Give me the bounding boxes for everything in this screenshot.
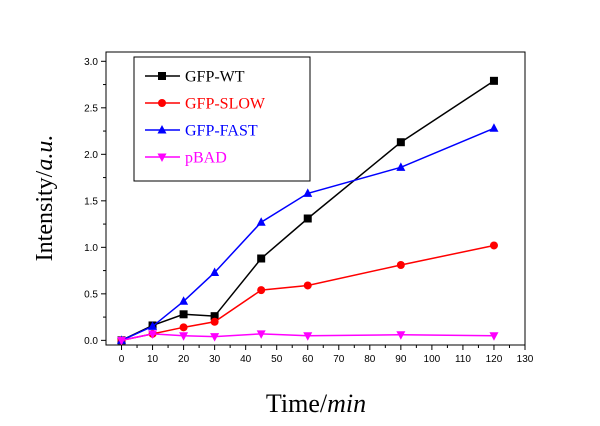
- y-axis-title: Intensity/a.u.: [32, 135, 58, 262]
- data-point-gfp-slow: [396, 261, 405, 270]
- data-point-gfp-fast: [396, 162, 406, 171]
- data-point-gfp-fast: [303, 188, 313, 197]
- y-tick-label: 2.0: [84, 150, 98, 161]
- data-point-pbad: [489, 332, 499, 341]
- x-tick-label: 70: [333, 354, 345, 365]
- x-tick-label: 30: [209, 354, 221, 365]
- x-tick-label: 80: [364, 354, 376, 365]
- legend-item-gfp-wt: GFP-WT: [145, 69, 245, 86]
- legend-item-gfp-slow: GFP-SLOW: [145, 96, 266, 113]
- x-tick-label: 0: [119, 354, 125, 365]
- series-line-gfp-fast: [121, 127, 495, 342]
- series-gfp-slow: [117, 241, 498, 345]
- legend-marker: [158, 72, 166, 80]
- x-axis-title-unit: min: [327, 389, 366, 418]
- data-point-gfp-fast: [256, 217, 266, 226]
- y-axis-title-main: Intensity/: [32, 170, 58, 261]
- x-tick-label: 100: [424, 354, 441, 365]
- x-tick-label: 10: [147, 354, 159, 365]
- x-tick-label: 120: [486, 354, 503, 365]
- data-point-gfp-slow: [489, 241, 498, 250]
- data-point-gfp-slow: [303, 281, 312, 290]
- y-tick-label: 0.5: [84, 289, 98, 300]
- y-tick-label: 1.0: [84, 243, 98, 254]
- series-line-pbad: [121, 333, 494, 342]
- legend-item-pbad: pBAD: [145, 150, 227, 167]
- x-axis-title-main: Time/: [266, 389, 328, 418]
- data-point-gfp-fast: [179, 296, 189, 305]
- legend-label: pBAD: [185, 150, 227, 167]
- x-axis-title: Time/min: [266, 389, 366, 418]
- y-tick-label: 1.5: [84, 196, 98, 207]
- data-point-gfp-slow: [179, 323, 188, 332]
- y-tick-label: 3.0: [84, 57, 98, 68]
- legend-marker: [157, 125, 167, 134]
- legend-marker: [157, 153, 167, 162]
- series-lines: [117, 76, 499, 346]
- data-point-gfp-wt: [489, 76, 498, 85]
- data-point-pbad: [303, 332, 313, 341]
- data-point-gfp-slow: [210, 317, 219, 326]
- data-point-pbad: [148, 330, 158, 339]
- x-tick-label: 130: [517, 354, 534, 365]
- data-point-gfp-wt: [303, 214, 312, 223]
- data-point-pbad: [179, 332, 189, 341]
- data-point-gfp-wt: [210, 312, 219, 321]
- series-line-gfp-wt: [121, 80, 495, 342]
- data-point-pbad: [210, 333, 220, 342]
- data-point-gfp-fast: [210, 267, 220, 276]
- axis-ticks: 0 10 20 30 40 50 60 70 80 90 100 110 120 130 0.0 0.5 1.0…: [84, 57, 534, 365]
- legend-label: GFP-WT: [185, 69, 245, 86]
- legend: GFP-WT GFP-SLOW GFP-FAST pBAD: [133, 56, 311, 182]
- x-tick-label: 50: [271, 354, 283, 365]
- legend-label: GFP-SLOW: [185, 96, 266, 113]
- data-point-gfp-fast: [489, 123, 499, 132]
- x-tick-label: 90: [395, 354, 407, 365]
- series-line-gfp-slow: [121, 244, 495, 342]
- data-point-gfp-wt: [179, 310, 188, 319]
- legend-label: GFP-FAST: [185, 123, 258, 140]
- data-point-gfp-slow: [257, 286, 266, 295]
- x-tick-label: 40: [240, 354, 252, 365]
- legend-marker: [158, 99, 166, 107]
- data-point-pbad: [396, 331, 406, 340]
- data-point-gfp-wt: [396, 138, 405, 147]
- y-tick-label: 0.0: [84, 336, 98, 347]
- data-point-gfp-fast: [148, 321, 158, 330]
- x-tick-label: 60: [302, 354, 314, 365]
- series-pbad: [117, 330, 499, 346]
- data-point-pbad: [256, 330, 266, 339]
- legend-item-gfp-fast: GFP-FAST: [145, 123, 258, 140]
- y-tick-label: 2.5: [84, 103, 98, 114]
- x-tick-label: 20: [178, 354, 190, 365]
- plot-frame: [105, 51, 526, 346]
- series-gfp-fast: [117, 123, 499, 344]
- x-tick-label: 110: [455, 354, 471, 365]
- data-point-gfp-wt: [257, 254, 266, 263]
- y-axis-title-unit: a.u.: [32, 135, 58, 171]
- data-point-pbad: [117, 336, 127, 346]
